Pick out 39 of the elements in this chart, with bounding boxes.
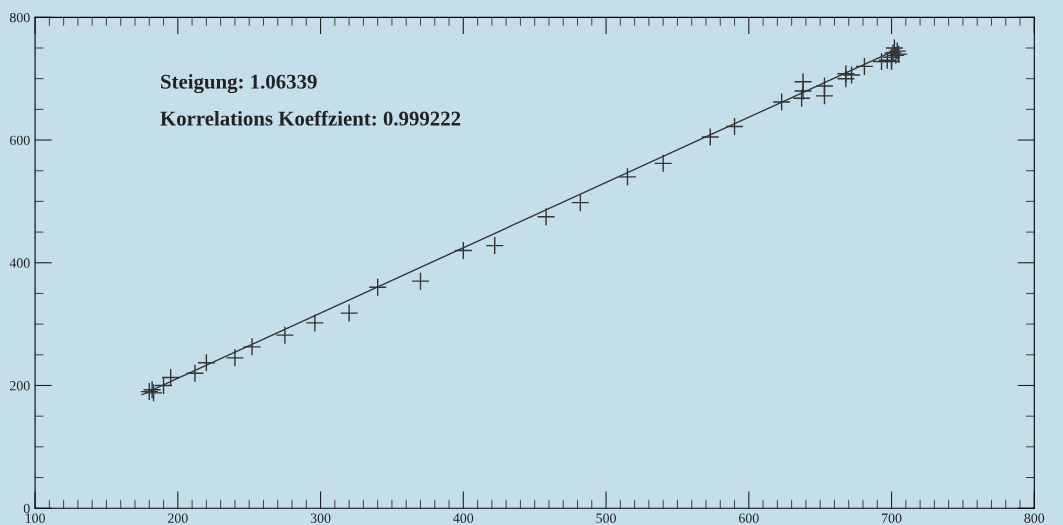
annotation: Korrelations Koeffzient: 0.999222: [160, 110, 461, 126]
point: [815, 76, 834, 96]
y-tick-label: 800: [9, 12, 30, 23]
x-tick-label: 200: [168, 513, 188, 523]
point: [653, 154, 673, 173]
point: [725, 117, 744, 136]
y-tick-label: 0: [23, 503, 30, 514]
x-tick-label: 600: [738, 513, 759, 523]
point: [411, 271, 430, 291]
point: [339, 303, 359, 323]
point: [454, 241, 473, 260]
x-tick-label: 500: [596, 513, 616, 523]
point: [536, 207, 556, 226]
point: [793, 72, 813, 91]
point: [842, 65, 861, 85]
point: [855, 57, 874, 76]
point: [701, 127, 720, 147]
y-tick-label: 600: [9, 135, 30, 145]
point: [485, 236, 504, 255]
y-tick-label: 200: [9, 381, 30, 391]
point: [242, 337, 262, 357]
point: [197, 353, 216, 372]
point: [368, 278, 387, 297]
point: [772, 92, 791, 112]
point: [571, 193, 590, 212]
y-tick-label: 400: [9, 258, 30, 268]
point: [185, 364, 205, 383]
x-tick-label: 400: [453, 513, 474, 523]
point: [305, 313, 325, 333]
point: [836, 64, 856, 83]
annotation: Steigung: 1.06339: [161, 74, 317, 94]
x-tick-label: 800: [1024, 513, 1045, 523]
point: [275, 325, 295, 345]
x-tick-label: 700: [882, 513, 902, 523]
point: [225, 348, 245, 368]
point: [618, 167, 637, 187]
x-tick-label: 300: [310, 513, 331, 523]
x-tick-label: 100: [25, 513, 45, 523]
point: [792, 89, 811, 108]
